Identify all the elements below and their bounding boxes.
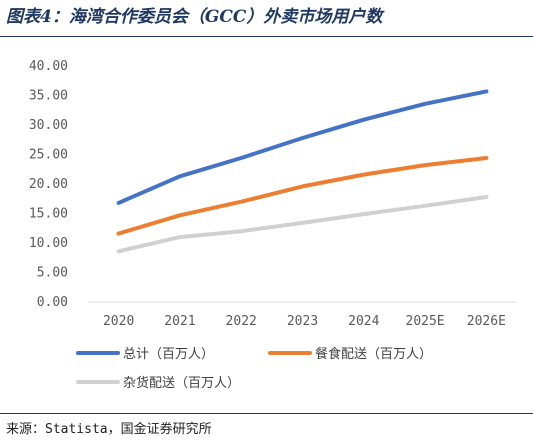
x-tick-label: 2022 xyxy=(226,314,257,329)
x-axis-tick-labels: 2020 2021 2022 2023 2024 2025E 2026E xyxy=(103,314,506,329)
series-lines xyxy=(116,89,489,254)
x-tick-label: 2026E xyxy=(467,314,506,329)
legend-label: 总计（百万人） xyxy=(123,347,214,362)
legend-item: 杂货配送（百万人） xyxy=(76,375,240,391)
x-tick-label: 2023 xyxy=(287,314,318,329)
y-tick-label: 0.00 xyxy=(37,295,68,310)
x-tick-label: 2025E xyxy=(406,314,445,329)
x-tick-label: 2020 xyxy=(103,314,134,329)
title-divider xyxy=(0,36,533,37)
y-axis-tick-labels: 0.00 5.00 10.00 15.00 20.00 25.00 30.00 35.00 40… xyxy=(29,59,68,310)
y-tick-label: 5.00 xyxy=(37,266,68,281)
series-line-0 xyxy=(116,89,489,205)
series-line-2 xyxy=(116,195,489,254)
legend-label: 餐食配送（百万人） xyxy=(315,346,432,362)
y-tick-label: 10.00 xyxy=(29,236,68,251)
legend-item: 总计（百万人） xyxy=(76,347,214,362)
source-divider xyxy=(0,413,533,414)
source-note: 来源：Statista，国金证券研究所 xyxy=(6,422,212,437)
series-line-1 xyxy=(116,156,489,236)
x-tick-label: 2024 xyxy=(348,314,379,329)
y-tick-label: 20.00 xyxy=(29,177,68,192)
legend: 总计（百万人） 餐食配送（百万人） 杂货配送（百万人） xyxy=(76,346,432,391)
y-tick-label: 35.00 xyxy=(29,89,68,104)
line-chart: 0.00 5.00 10.00 15.00 20.00 25.00 30.00 35.00 40… xyxy=(29,59,517,391)
y-tick-label: 25.00 xyxy=(29,148,68,163)
legend-item: 餐食配送（百万人） xyxy=(268,346,432,362)
y-tick-label: 15.00 xyxy=(29,207,68,222)
x-tick-label: 2021 xyxy=(164,314,195,329)
y-tick-label: 40.00 xyxy=(29,59,68,74)
y-tick-label: 30.00 xyxy=(29,118,68,133)
legend-label: 杂货配送（百万人） xyxy=(123,375,240,391)
chart-title: 图表4：海湾合作委员会（GCC）外卖市场用户数 xyxy=(6,7,383,27)
